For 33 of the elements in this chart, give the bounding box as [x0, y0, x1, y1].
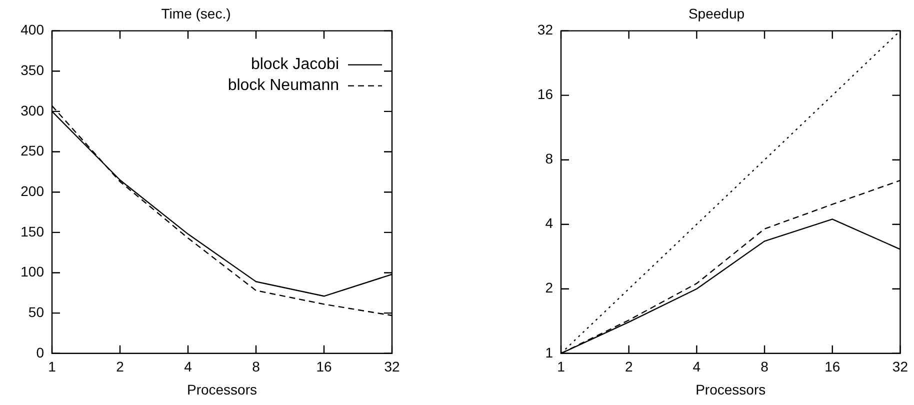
- legend-label: block Jacobi: [250, 56, 339, 74]
- y-tick-label: 400: [20, 22, 44, 38]
- x-tick-label: 8: [252, 358, 260, 375]
- y-tick-label: 300: [20, 102, 44, 118]
- y-tick-label: 16: [537, 86, 554, 102]
- chart-title: Speedup: [688, 5, 745, 22]
- x-tick-label: 4: [692, 358, 701, 375]
- y-tick-label: 50: [28, 304, 44, 320]
- x-tick-label: 16: [316, 358, 332, 375]
- y-tick-label: 4: [545, 215, 554, 232]
- legend-label: block Neumann: [228, 77, 339, 94]
- x-axis-title: Processors: [186, 381, 258, 398]
- chart-title: Time (sec.): [161, 5, 231, 22]
- x-tick-label: 1: [48, 358, 56, 375]
- x-axis-title: Processors: [696, 381, 766, 398]
- y-tick-label: 32: [537, 22, 554, 38]
- y-tick-label: 100: [20, 264, 44, 280]
- y-tick-label: 200: [20, 182, 44, 199]
- x-tick-label: 4: [184, 358, 192, 375]
- y-tick-label: 8: [545, 150, 554, 167]
- x-tick-label: 32: [384, 358, 400, 375]
- x-tick-label: 16: [824, 358, 840, 375]
- y-tick-label: 1: [545, 344, 554, 360]
- x-tick-label: 2: [116, 358, 124, 375]
- y-tick-label: 150: [20, 223, 44, 240]
- x-tick-label: 32: [892, 358, 908, 375]
- x-tick-label: 8: [760, 358, 769, 375]
- x-tick-label: 1: [557, 358, 566, 375]
- x-tick-label: 2: [624, 358, 633, 375]
- y-tick-label: 2: [545, 280, 554, 296]
- y-tick-label: 0: [36, 344, 44, 360]
- y-tick-label: 250: [20, 142, 44, 159]
- y-tick-label: 350: [20, 62, 44, 78]
